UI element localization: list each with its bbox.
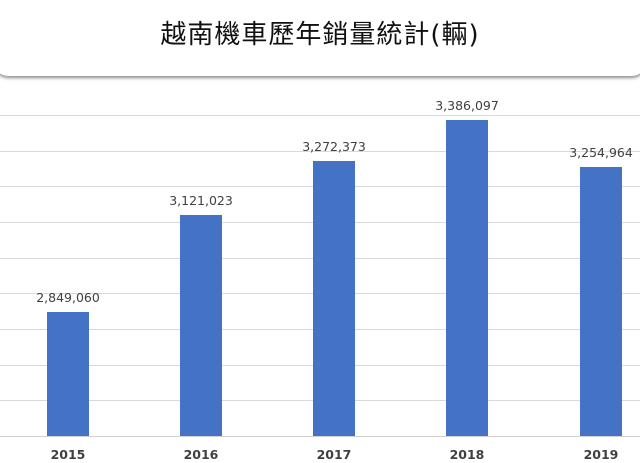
bar-2018 xyxy=(446,119,488,436)
x-axis-baseline xyxy=(0,436,640,437)
bar-2015 xyxy=(47,311,89,436)
chart-title: 越南機車歷年銷量統計(輛) xyxy=(160,20,480,50)
title-card xyxy=(0,0,640,76)
x-tick-label-2017: 2017 xyxy=(316,447,352,462)
x-tick-label-2018: 2018 xyxy=(449,447,485,462)
data-label-2019: 3,254,964 xyxy=(569,144,633,160)
x-tick-label-2016: 2016 xyxy=(183,447,219,462)
bar-2019 xyxy=(580,166,622,436)
data-label-2018: 3,386,097 xyxy=(435,97,499,113)
data-label-2015: 2,849,060 xyxy=(36,289,100,305)
data-label-2017: 3,272,373 xyxy=(302,138,366,154)
x-tick-label-2015: 2015 xyxy=(50,447,86,462)
bar-2016 xyxy=(180,214,222,436)
gridline xyxy=(0,115,640,116)
data-label-2016: 3,121,023 xyxy=(169,192,233,208)
x-tick-label-2019: 2019 xyxy=(583,447,619,462)
bar-2017 xyxy=(313,160,355,436)
gridline xyxy=(0,150,640,152)
